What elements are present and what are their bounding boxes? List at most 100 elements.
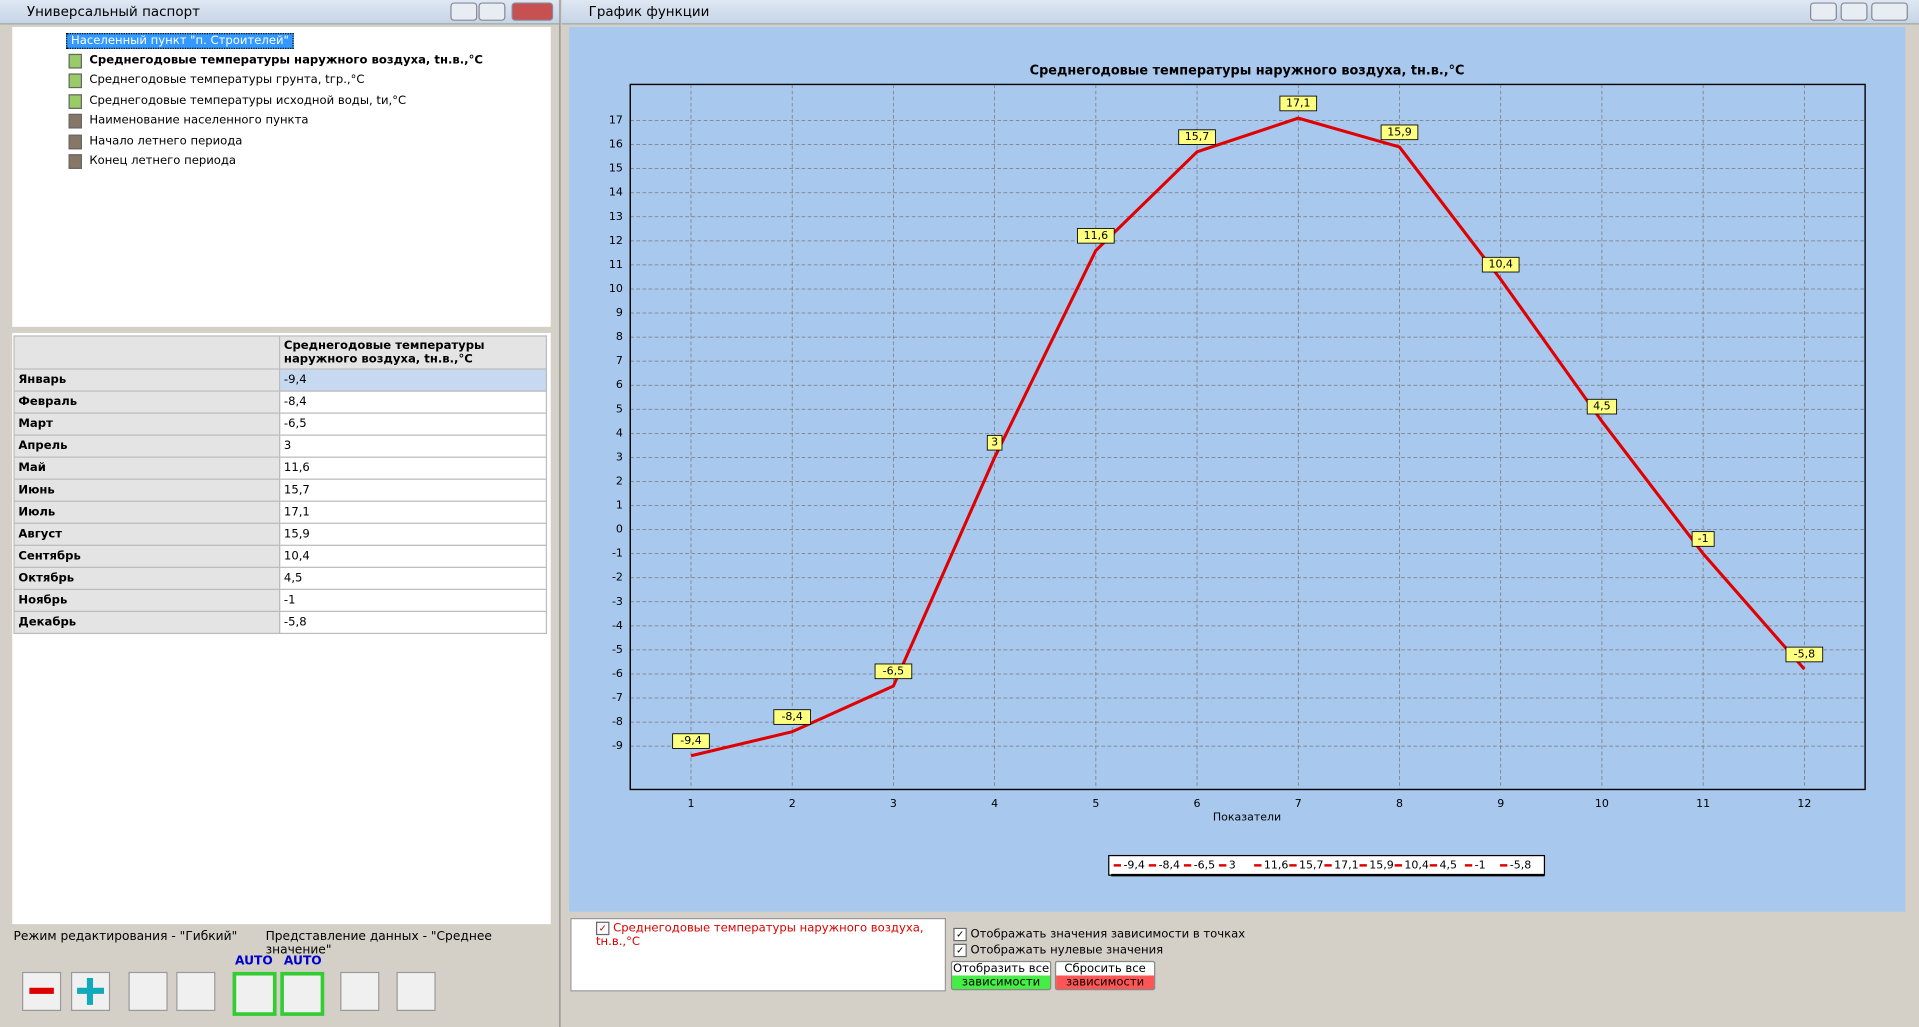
tree-view: Населенный пункт "п. Строителей" Среднег… <box>12 26 551 327</box>
maximize-button[interactable] <box>478 2 506 21</box>
data-label-box <box>1586 398 1618 415</box>
status-mode: Режим редактирования - "Гибкий" <box>13 930 238 944</box>
y-tick-label: 8 <box>616 330 623 343</box>
row-header: Январь <box>13 368 281 392</box>
auto-refresh-button[interactable] <box>280 971 325 1016</box>
data-label: -1 <box>1698 532 1709 545</box>
table-row: Март -6,5 <box>13 412 548 436</box>
tree-item: Среднегодовые температуры исходной воды,… <box>89 93 407 108</box>
tree-item: Среднегодовые температуры грунта, tгр.,°… <box>89 73 365 88</box>
tree-item: Начало летнего периода <box>89 134 243 148</box>
x-tick-label: 10 <box>1595 797 1609 810</box>
data-label-box <box>874 663 913 680</box>
cell: -9,4 <box>279 368 548 392</box>
checkbox[interactable]: ✓ <box>953 943 967 958</box>
series-list: ✓ Среднегодовые температуры наружного воз… <box>570 918 946 992</box>
x-tick-label: 3 <box>890 797 897 810</box>
close-button[interactable] <box>511 2 554 21</box>
header-row: Среднегодовые температуры наружного возд… <box>13 335 548 370</box>
checkbox[interactable]: ✓ <box>953 927 967 942</box>
y-tick-label: 3 <box>616 450 623 463</box>
x-tick-label: 6 <box>1194 797 1201 810</box>
maximize-button[interactable] <box>1840 2 1868 21</box>
y-tick-label: -2 <box>612 571 623 584</box>
data-label: -6,5 <box>883 664 904 677</box>
series-item[interactable]: ✓ Среднегодовые температуры наружного воз… <box>595 921 945 949</box>
data-label-box <box>1691 531 1715 547</box>
plot-area <box>629 83 1866 791</box>
chart: Среднегодовые температуры наружного возд… <box>569 26 1906 912</box>
row-header: Октябрь <box>13 566 281 590</box>
row-header: Сентябрь <box>13 544 281 568</box>
option[interactable]: ✓ Отображать нулевые значения <box>953 943 1163 958</box>
row-header: Июнь <box>13 478 281 502</box>
legend-entry: -1 <box>1475 858 1486 871</box>
delete-button[interactable] <box>176 971 216 1012</box>
x-tick-label: 8 <box>1396 797 1403 810</box>
table-row: Май 11,6 <box>13 456 548 480</box>
y-tick-label: 7 <box>616 354 623 367</box>
data-label-box <box>1785 646 1824 663</box>
auto-chart-button[interactable] <box>232 971 277 1016</box>
y-tick-label: 4 <box>616 426 623 439</box>
table-row: Апрель 3 <box>13 434 548 458</box>
table-row: Июнь 15,7 <box>13 478 548 502</box>
data-label: 10,4 <box>1488 258 1512 271</box>
tree-icon <box>68 93 82 109</box>
tree-icon <box>68 114 82 129</box>
minimize-button[interactable] <box>1810 2 1837 21</box>
y-tick-label: 14 <box>609 186 623 199</box>
legend-entry: -8,4 <box>1159 858 1180 871</box>
table-row: Октябрь 4,5 <box>13 566 548 590</box>
legend-entry: -6,5 <box>1194 858 1215 871</box>
title-bar: График функции <box>561 0 1919 25</box>
button-label: Отобразить все <box>952 962 1050 976</box>
edit-button[interactable] <box>340 971 380 1012</box>
cell: -6,5 <box>279 412 548 436</box>
y-tick-label: 10 <box>609 282 623 295</box>
tree-icon <box>68 154 82 169</box>
x-tick-label: 9 <box>1497 797 1504 810</box>
left-window: Универсальный паспорт Населенный пункт "… <box>0 0 561 1027</box>
y-tick-label: -6 <box>612 667 623 680</box>
table-row: Ноябрь -1 <box>13 588 548 612</box>
data-label: 15,9 <box>1387 125 1411 138</box>
table-row: Январь -9,4 <box>13 368 548 392</box>
row-header: Август <box>13 522 281 546</box>
check-button[interactable] <box>128 971 168 1012</box>
y-tick-label: 5 <box>616 402 623 415</box>
data-label-box <box>986 434 1003 451</box>
list-button[interactable] <box>396 971 436 1012</box>
cell: 11,6 <box>279 456 548 480</box>
tree-icon <box>68 53 82 69</box>
reset-all-button[interactable]: Сбросить все зависимости <box>1054 960 1156 991</box>
legend-entry: 17,1 <box>1334 858 1358 871</box>
auto-label: AUTO <box>234 954 273 969</box>
auto-label: AUTO <box>283 954 322 969</box>
legend-entry: 4,5 <box>1440 858 1457 871</box>
add-button[interactable] <box>70 971 111 1012</box>
data-label: 3 <box>991 436 998 449</box>
tree-root[interactable]: Населенный пункт "п. Строителей" <box>66 33 294 49</box>
minimize-button[interactable] <box>450 2 478 21</box>
remove-button[interactable] <box>22 971 62 1012</box>
y-tick-label: -3 <box>612 595 623 608</box>
y-tick-label: 1 <box>616 499 623 512</box>
cell: -5,8 <box>279 610 548 635</box>
option-label: Отображать значения зависимости в точках <box>970 927 1246 942</box>
y-tick-label: -1 <box>612 547 623 560</box>
close-button[interactable] <box>1871 2 1908 21</box>
show-all-button[interactable]: Отобразить все зависимости <box>950 960 1052 991</box>
plot-area <box>629 83 1866 791</box>
y-tick-label: 13 <box>609 210 623 223</box>
checkbox[interactable]: ✓ <box>595 921 610 936</box>
chart-title: Среднегодовые температуры наружного возд… <box>1030 63 1465 78</box>
data-label: -8,4 <box>781 710 802 723</box>
option[interactable]: ✓ Отображать значения зависимости в точка… <box>953 927 1246 942</box>
series-name: Среднегодовые температуры наружного возд… <box>595 921 924 949</box>
cell: -1 <box>279 588 548 612</box>
data-label: -9,4 <box>680 734 701 747</box>
x-tick-label: 1 <box>687 797 694 810</box>
button-label: зависимости <box>1065 975 1145 989</box>
table-row: Август 15,9 <box>13 522 548 546</box>
